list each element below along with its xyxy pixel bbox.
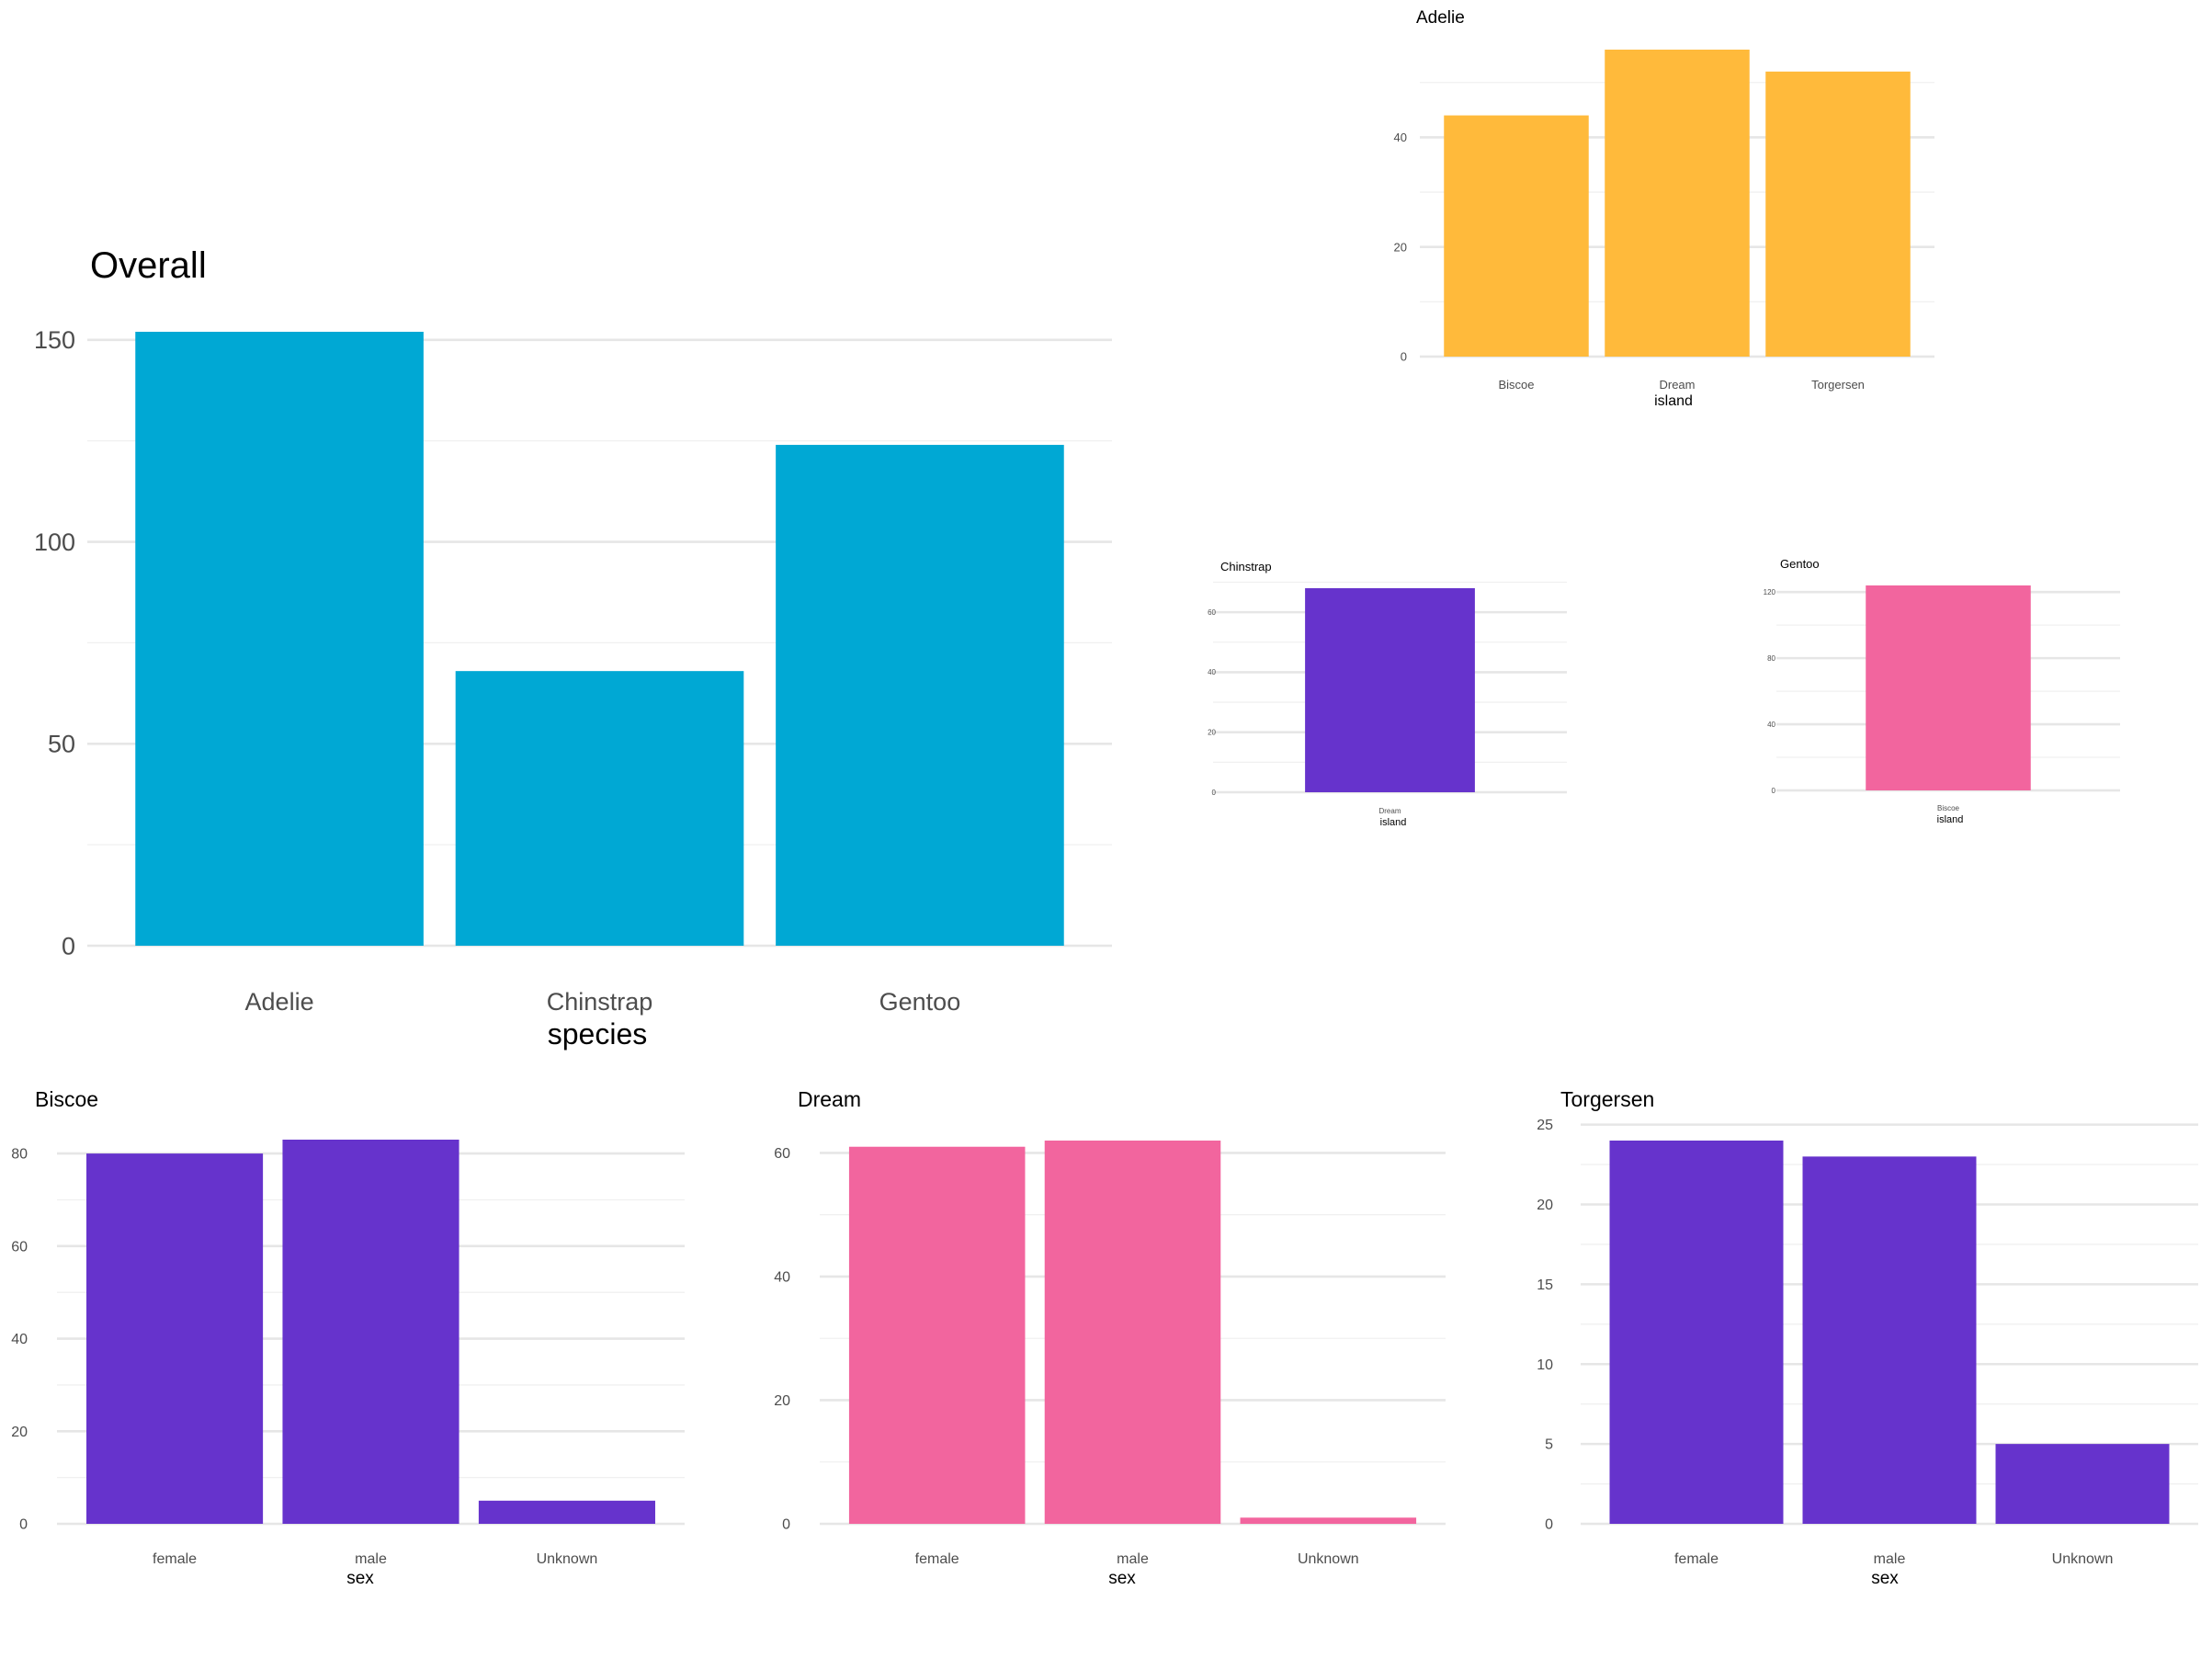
gentoo-y-tick-label: 40 <box>1767 721 1775 729</box>
gentoo-y-tick-label: 80 <box>1767 654 1775 663</box>
overall-x-tick-label: Adelie <box>245 988 314 1016</box>
dream-y-tick-label: 20 <box>774 1393 790 1409</box>
biscoe-x-tick-label: male <box>355 1551 387 1567</box>
overall-bar-adelie <box>135 332 424 946</box>
chinstrap-y-tick-label: 20 <box>1208 729 1216 737</box>
dream-x-tick-label: Unknown <box>1298 1551 1359 1567</box>
biscoe-y-tick-label: 80 <box>11 1147 28 1163</box>
overall-y-tick-label: 100 <box>34 528 75 556</box>
torgersen-x-axis-label: sex <box>1871 1569 1899 1588</box>
torgersen-y-tick-label: 25 <box>1537 1118 1553 1133</box>
torgersen-bar-unknown <box>1995 1444 2170 1524</box>
chinstrap-bar-dream <box>1305 588 1475 792</box>
biscoe-x-tick-label: Unknown <box>537 1551 598 1567</box>
chinstrap-y-tick-label: 0 <box>1212 789 1217 797</box>
adelie-x-axis-label: island <box>1654 393 1693 409</box>
adelie-y-tick-label: 40 <box>1394 131 1407 144</box>
overall-x-axis-label: species <box>548 1017 648 1050</box>
biscoe-y-tick-label: 20 <box>11 1425 28 1440</box>
chinstrap-y-tick-label: 60 <box>1208 608 1216 617</box>
dream-y-tick-label: 60 <box>774 1146 790 1162</box>
adelie-x-tick-label: Torgersen <box>1811 378 1865 392</box>
adelie-x-tick-label: Dream <box>1659 378 1695 392</box>
dream-bar-unknown <box>1240 1517 1417 1524</box>
torgersen-chart-title: Torgersen <box>1560 1087 1654 1111</box>
biscoe-x-axis-label: sex <box>346 1569 374 1588</box>
torgersen-y-tick-label: 0 <box>1545 1517 1553 1533</box>
adelie-y-tick-label: 0 <box>1401 350 1407 364</box>
chinstrap-y-tick-label: 40 <box>1208 668 1216 676</box>
gentoo-chart-title: Gentoo <box>1780 557 1820 571</box>
biscoe-bar-female <box>86 1153 264 1524</box>
overall-x-tick-label: Chinstrap <box>547 988 653 1016</box>
overall-y-tick-label: 150 <box>34 326 75 354</box>
overall-bar-gentoo <box>776 445 1064 947</box>
biscoe-y-tick-label: 0 <box>19 1517 28 1533</box>
adelie-bar-dream <box>1605 50 1750 357</box>
adelie-bar-torgersen <box>1765 71 1911 357</box>
torgersen-x-tick-label: male <box>1874 1551 1906 1567</box>
dream-bar-female <box>848 1146 1026 1524</box>
biscoe-bar-unknown <box>478 1500 655 1524</box>
adelie-chart-title: Adelie <box>1416 8 1465 28</box>
torgersen-y-tick-label: 5 <box>1545 1437 1553 1453</box>
dream-chart-title: Dream <box>798 1087 861 1111</box>
gentoo-y-tick-label: 0 <box>1772 787 1776 795</box>
chinstrap-x-tick-label: Dream <box>1378 807 1401 815</box>
torgersen-bar-female <box>1609 1141 1784 1524</box>
gentoo-x-tick-label: Biscoe <box>1937 804 1960 812</box>
torgersen-bar-male <box>1802 1156 1977 1524</box>
overall-y-tick-label: 50 <box>48 731 75 758</box>
overall-bar-chinstrap <box>455 671 744 946</box>
torgersen-y-tick-label: 20 <box>1537 1198 1553 1213</box>
adelie-bar-biscoe <box>1444 115 1589 358</box>
gentoo-y-tick-label: 120 <box>1764 588 1776 596</box>
gentoo-x-axis-label: island <box>1937 814 1964 825</box>
torgersen-y-tick-label: 15 <box>1537 1278 1553 1293</box>
biscoe-x-tick-label: female <box>153 1551 197 1567</box>
biscoe-y-tick-label: 60 <box>11 1239 28 1255</box>
chinstrap-x-axis-label: island <box>1380 817 1407 828</box>
torgersen-y-tick-label: 10 <box>1537 1357 1553 1373</box>
dream-x-tick-label: female <box>915 1551 959 1567</box>
biscoe-bar-male <box>282 1140 459 1524</box>
overall-y-tick-label: 0 <box>62 932 75 960</box>
torgersen-x-tick-label: Unknown <box>2052 1551 2114 1567</box>
dream-bar-male <box>1044 1141 1221 1524</box>
gentoo-bar-biscoe <box>1866 585 2031 790</box>
overall-x-tick-label: Gentoo <box>879 988 961 1016</box>
adelie-y-tick-label: 20 <box>1394 240 1407 254</box>
biscoe-y-tick-label: 40 <box>11 1332 28 1347</box>
torgersen-x-tick-label: female <box>1674 1551 1719 1567</box>
overall-chart-title: Overall <box>90 245 207 286</box>
adelie-x-tick-label: Biscoe <box>1498 378 1534 392</box>
biscoe-chart-title: Biscoe <box>35 1087 98 1111</box>
dream-x-tick-label: male <box>1117 1551 1149 1567</box>
chinstrap-chart-title: Chinstrap <box>1220 560 1272 573</box>
dream-y-tick-label: 40 <box>774 1270 790 1286</box>
dream-y-tick-label: 0 <box>782 1517 790 1533</box>
dream-x-axis-label: sex <box>1108 1569 1136 1588</box>
